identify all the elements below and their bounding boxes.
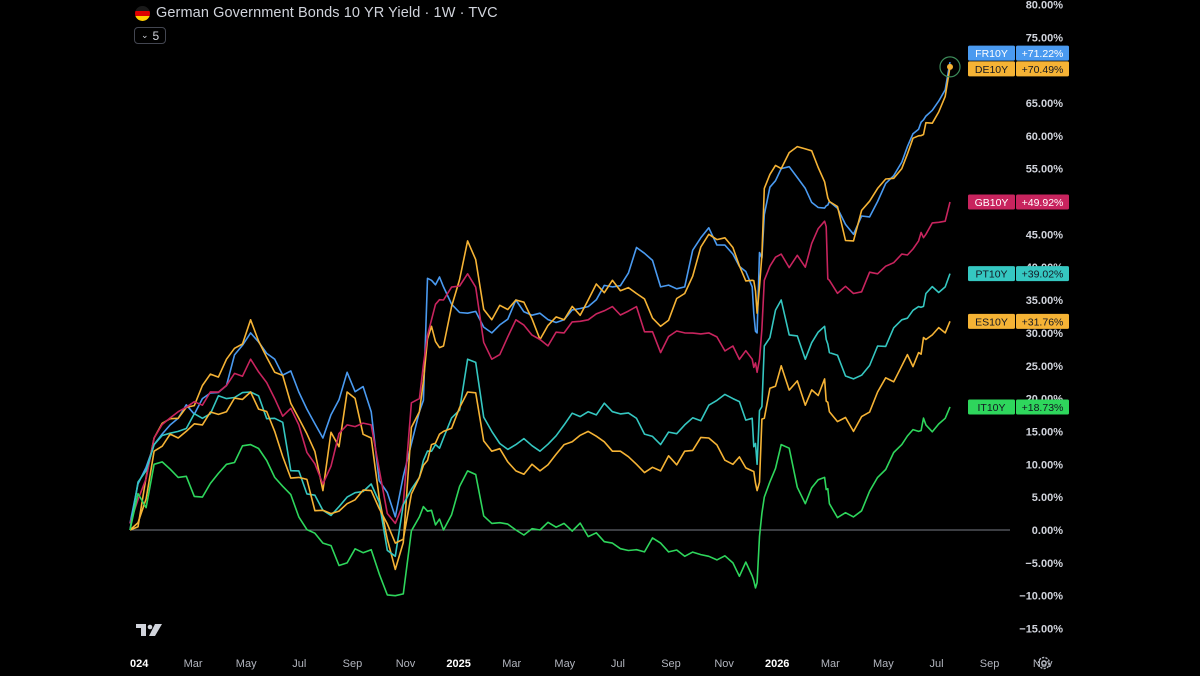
x-tick-label: Jul <box>292 658 306 670</box>
series-tag-it10y[interactable]: IT10Y +18.73% <box>968 399 1069 415</box>
series-tag-value-bg <box>1016 313 1069 329</box>
y-tick-label: 15.00% <box>1026 426 1064 438</box>
series-tag-value: +39.02% <box>1022 269 1064 281</box>
x-tick-label: 2026 <box>765 658 789 670</box>
y-tick-label: 35.00% <box>1026 295 1064 307</box>
series-tag-name: DE10Y <box>975 64 1008 76</box>
series-tag-value-bg <box>1016 61 1069 77</box>
y-tick-label: 25.00% <box>1026 361 1064 373</box>
series-tag-name-bg <box>968 61 1015 77</box>
germany-flag-icon <box>135 5 150 21</box>
x-tick-label: May <box>554 658 575 670</box>
x-tick-label: Jul <box>929 658 943 670</box>
x-tick-label: 2025 <box>446 658 470 670</box>
x-axis: 024 Mar May Jul Sep Nov 2025 Mar May Jul Sep Nov 202… <box>130 658 1053 670</box>
indicators-toggle-button[interactable]: ⌄ 5 <box>134 27 167 44</box>
y-tick-label: 5.00% <box>1032 492 1063 504</box>
x-tick-label: May <box>236 658 257 670</box>
x-tick-label: Mar <box>502 658 521 670</box>
series-tag-value-bg <box>1016 194 1069 210</box>
series-tag-pt10y[interactable]: PT10Y +39.02% <box>968 266 1069 282</box>
series-line-pt10y[interactable] <box>129 273 951 558</box>
chevron-down-icon: ⌄ <box>141 30 149 40</box>
series-line-gb10y[interactable] <box>129 201 951 525</box>
series-tag-value: +31.76% <box>1022 316 1064 328</box>
indicators-count: 5 <box>152 28 160 43</box>
x-tick-label: 024 <box>130 658 149 670</box>
gear-icon[interactable] <box>1036 655 1052 676</box>
y-tick-label: 60.00% <box>1026 131 1064 143</box>
series-tag-value: +49.92% <box>1022 197 1064 209</box>
y-tick-label: 75.00% <box>1026 32 1064 44</box>
series-tag-name-bg <box>968 399 1015 415</box>
series-tag-name: IT10Y <box>977 402 1005 414</box>
series-tag-name-bg <box>968 194 1015 210</box>
series-tag-fr10y[interactable]: FR10Y +71.22% <box>968 45 1069 61</box>
y-tick-label: 65.00% <box>1026 98 1064 110</box>
x-tick-label: Sep <box>343 658 363 670</box>
series-tag-name-bg <box>968 266 1015 282</box>
series-tag-value-bg <box>1016 45 1069 61</box>
y-tick-label: 30.00% <box>1026 328 1064 340</box>
series-tag-name-bg <box>968 45 1015 61</box>
y-tick-label: 10.00% <box>1026 459 1064 471</box>
series-tag-name: GB10Y <box>975 197 1009 209</box>
y-tick-label: −10.00% <box>1019 591 1063 603</box>
x-tick-label: May <box>873 658 894 670</box>
x-tick-label: Mar <box>821 658 840 670</box>
series-lines <box>129 56 1010 597</box>
chart-title[interactable]: German Government Bonds 10 YR Yield · 1W… <box>156 5 498 21</box>
tradingview-logo[interactable] <box>136 622 164 643</box>
x-tick-label: Nov <box>396 658 416 670</box>
y-tick-label: 0.00% <box>1032 525 1063 537</box>
series-line-fr10y[interactable] <box>129 61 951 524</box>
last-point-marker[interactable] <box>947 63 953 70</box>
last-point-marker-ring <box>939 56 961 78</box>
series-tag-name: FR10Y <box>975 48 1008 60</box>
x-tick-label: Jul <box>611 658 625 670</box>
x-tick-label: Sep <box>980 658 1000 670</box>
series-tag-value: +71.22% <box>1022 48 1064 60</box>
series-tag-value-bg <box>1016 266 1069 282</box>
series-line-it10y[interactable] <box>129 406 951 597</box>
series-tag-value-bg <box>1016 399 1069 415</box>
x-tick-label: Sep <box>661 658 681 670</box>
series-tag-name-bg <box>968 313 1015 329</box>
series-tag-value: +70.49% <box>1022 64 1064 76</box>
series-tag-name: ES10Y <box>975 316 1008 328</box>
series-tag-name: PT10Y <box>975 269 1007 281</box>
series-tag-gb10y[interactable]: GB10Y +49.92% <box>968 194 1069 210</box>
y-tick-label: 45.00% <box>1026 229 1064 241</box>
x-tick-label: Nov <box>714 658 734 670</box>
series-tag-de10y[interactable]: DE10Y +70.49% <box>968 61 1069 77</box>
chart-header: German Government Bonds 10 YR Yield · 1W… <box>135 5 498 21</box>
series-line-es10y[interactable] <box>129 320 951 544</box>
y-tick-label: −5.00% <box>1025 558 1063 570</box>
series-tag-value: +18.73% <box>1022 402 1064 414</box>
series-line-de10y[interactable] <box>129 66 951 571</box>
y-tick-label: 55.00% <box>1026 164 1064 176</box>
y-tick-label: −15.00% <box>1019 624 1063 636</box>
series-tags: FR10Y +71.22% DE10Y +70.49% GB10Y +49.92% PT10… <box>968 45 1069 415</box>
x-tick-label: Mar <box>184 658 203 670</box>
series-tag-es10y[interactable]: ES10Y +31.76% <box>968 313 1069 329</box>
y-tick-label: 80.00% <box>1026 0 1064 11</box>
